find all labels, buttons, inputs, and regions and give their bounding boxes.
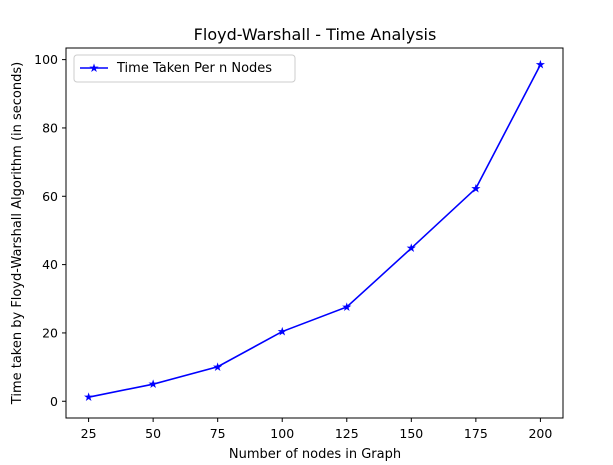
plot-area: 25 50 75 100 125 150 175 200020406080100★★★★★★★… xyxy=(34,52,552,441)
x-axis-label: Number of nodes in Graph xyxy=(229,447,401,462)
legend-label: Time Taken Per n Nodes xyxy=(116,61,272,76)
y-tick-label: 60 xyxy=(42,189,58,204)
x-tick-label: 200 xyxy=(528,426,552,441)
x-tick-label: 100 xyxy=(270,426,294,441)
data-point-marker: ★ xyxy=(148,377,159,391)
axes-frame xyxy=(65,47,564,419)
data-point-marker: ★ xyxy=(277,325,288,339)
legend-box xyxy=(73,54,296,83)
data-point-marker: ★ xyxy=(212,360,223,374)
y-tick-label: 80 xyxy=(42,120,58,135)
x-tick-label: 150 xyxy=(399,426,423,441)
legend: ★ Time Taken Per n Nodes xyxy=(73,54,296,83)
data-point-marker: ★ xyxy=(406,241,417,255)
legend-star-marker: ★ xyxy=(89,61,100,75)
x-tick-label: 50 xyxy=(145,426,161,441)
data-point-marker: ★ xyxy=(470,181,481,195)
series-line xyxy=(88,64,542,398)
data-point-marker: ★ xyxy=(341,300,352,314)
x-tick-label: 75 xyxy=(210,426,226,441)
y-tick-label: 20 xyxy=(42,325,58,340)
x-tick-label: 125 xyxy=(335,426,359,441)
y-axis-label: Time taken by Floyd-Warshall Algorithm (… xyxy=(10,62,25,405)
chart-title: Floyd-Warshall - Time Analysis xyxy=(194,25,437,44)
x-tick-label: 175 xyxy=(464,426,488,441)
data-point-marker: ★ xyxy=(83,390,94,404)
y-tick-label: 40 xyxy=(42,257,58,272)
x-tick-label: 25 xyxy=(81,426,97,441)
y-tick-label: 0 xyxy=(50,394,58,409)
data-point-marker: ★ xyxy=(535,58,546,72)
y-tick-label: 100 xyxy=(34,52,58,67)
